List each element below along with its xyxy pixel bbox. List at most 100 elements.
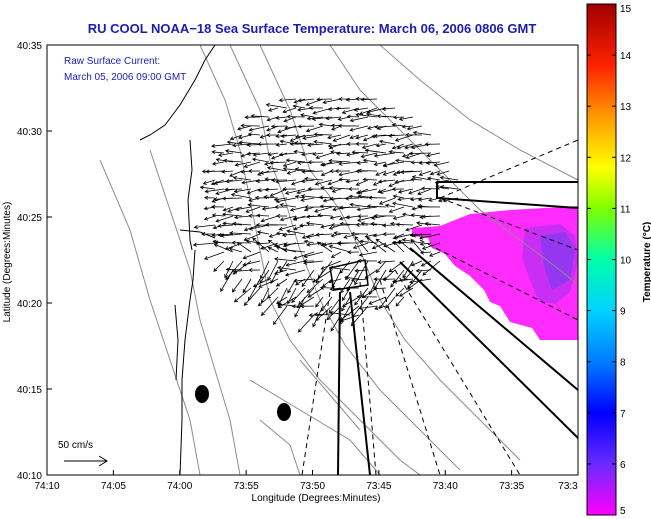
current-vector-arrow bbox=[217, 232, 234, 238]
current-vector-arrow bbox=[388, 206, 405, 213]
current-vector-arrow bbox=[429, 251, 441, 257]
current-vector-arrow bbox=[388, 260, 405, 273]
current-vector-arrow bbox=[320, 260, 342, 270]
current-vector-arrow bbox=[221, 169, 234, 174]
current-vector-arrow bbox=[210, 179, 225, 186]
current-vector-arrow bbox=[275, 142, 288, 147]
current-vector-arrow bbox=[381, 106, 396, 111]
current-vector-arrow bbox=[367, 125, 378, 130]
current-vector-arrow bbox=[331, 188, 342, 193]
current-vector-arrow bbox=[320, 224, 333, 229]
current-vector-arrow bbox=[418, 204, 441, 209]
current-vector-arrow bbox=[355, 134, 369, 140]
current-vector-arrow bbox=[230, 192, 252, 199]
current-vector-arrow bbox=[246, 188, 261, 195]
current-vector-arrow bbox=[348, 194, 369, 199]
current-vector-arrow bbox=[401, 238, 423, 244]
inset-label-line1: Raw Surface Current: bbox=[64, 56, 160, 67]
current-vector-arrow bbox=[283, 116, 297, 123]
current-vector-arrow bbox=[277, 265, 297, 271]
current-vector-arrow bbox=[299, 223, 315, 228]
current-vector-arrow bbox=[344, 196, 360, 201]
x-tick-label: 73:50 bbox=[300, 481, 325, 492]
current-vector-arrow bbox=[293, 251, 315, 260]
current-vector-arrow bbox=[211, 150, 225, 155]
current-vector-arrow bbox=[225, 267, 243, 272]
current-vector-arrow bbox=[252, 278, 270, 288]
current-vector-arrow bbox=[314, 206, 333, 213]
current-vector-arrow bbox=[292, 104, 306, 109]
current-vector-arrow bbox=[243, 287, 261, 306]
current-vectors bbox=[192, 96, 459, 333]
current-vector-arrow bbox=[375, 170, 387, 176]
current-vector-arrow bbox=[299, 304, 315, 309]
current-vector-arrow bbox=[361, 287, 378, 299]
current-vector-arrow bbox=[416, 221, 432, 226]
current-vector-arrow bbox=[282, 107, 297, 114]
coastline bbox=[139, 45, 216, 475]
x-tick-label: 73:40 bbox=[433, 481, 458, 492]
current-vector-arrow bbox=[256, 213, 270, 218]
current-vector-arrow bbox=[214, 240, 234, 245]
current-vector-arrow bbox=[405, 224, 423, 232]
current-vector-arrow bbox=[354, 260, 369, 286]
current-vector-arrow bbox=[355, 112, 378, 118]
current-vector-arrow bbox=[408, 151, 432, 156]
current-vector-arrow bbox=[400, 170, 423, 175]
current-vector-arrow bbox=[353, 107, 369, 112]
current-vector-arrow bbox=[391, 187, 405, 192]
current-vector-arrow bbox=[278, 98, 297, 103]
current-vector-arrow bbox=[265, 222, 288, 227]
current-vector-arrow bbox=[320, 170, 333, 177]
current-vector-arrow bbox=[256, 230, 270, 235]
current-vector-arrow bbox=[306, 242, 324, 247]
current-vector-arrow bbox=[276, 296, 288, 304]
current-vector-arrow bbox=[395, 222, 414, 227]
colorbar-ticks: 5 6 7 8 9 10 11 12 13 14 15 bbox=[587, 3, 632, 517]
current-vector-arrow bbox=[267, 152, 279, 157]
current-vector-arrow bbox=[220, 269, 234, 293]
current-vector-arrow bbox=[220, 233, 243, 238]
colorbar-tick-label: 7 bbox=[620, 409, 626, 420]
current-vector-arrow bbox=[327, 179, 342, 186]
current-vector-arrow bbox=[401, 212, 414, 217]
current-vector-arrow bbox=[388, 133, 405, 138]
current-vector-arrow bbox=[232, 221, 252, 226]
current-vector-arrow bbox=[222, 206, 234, 212]
current-vector-arrow bbox=[351, 150, 369, 155]
current-vector-arrow bbox=[225, 179, 243, 184]
current-vector-arrow bbox=[354, 236, 369, 253]
current-vector-arrow bbox=[375, 238, 396, 253]
current-vector-arrow bbox=[258, 278, 279, 288]
current-vector-arrow bbox=[233, 287, 252, 303]
current-vector-arrow bbox=[368, 195, 387, 200]
current-vector-arrow bbox=[221, 196, 243, 201]
current-vector-arrow bbox=[301, 269, 315, 288]
current-vector-arrow bbox=[237, 125, 252, 131]
current-vector-arrow bbox=[391, 201, 414, 208]
current-vector-arrow bbox=[382, 161, 405, 167]
current-vector-arrow bbox=[329, 215, 342, 220]
current-vector-arrow bbox=[266, 125, 279, 132]
current-vector-arrow bbox=[346, 114, 360, 119]
current-vector-arrow bbox=[315, 296, 324, 308]
colorbar-tick-label: 15 bbox=[620, 4, 632, 15]
current-vector-arrow bbox=[345, 179, 360, 184]
current-vector-arrow bbox=[246, 151, 261, 156]
current-vector-arrow bbox=[362, 177, 378, 182]
current-vector-arrow bbox=[329, 286, 342, 292]
current-vector-arrow bbox=[266, 166, 288, 172]
current-vector-arrow bbox=[226, 140, 243, 145]
current-vector-arrow bbox=[234, 215, 252, 220]
current-vector-arrow bbox=[357, 214, 369, 219]
current-vector-arrow bbox=[270, 124, 288, 129]
colorbar-tick-label: 5 bbox=[620, 506, 626, 517]
current-vector-arrow bbox=[302, 134, 324, 140]
current-vector-arrow bbox=[312, 269, 333, 283]
current-vector-arrow bbox=[328, 158, 351, 163]
current-vector-arrow bbox=[313, 132, 333, 137]
current-vector-arrow bbox=[301, 169, 324, 174]
current-vector-arrow bbox=[328, 224, 342, 230]
y-axis: 40:10 40:15 40:20 40:25 40:30 40:35 bbox=[17, 41, 52, 482]
current-vector-arrow bbox=[328, 185, 351, 191]
